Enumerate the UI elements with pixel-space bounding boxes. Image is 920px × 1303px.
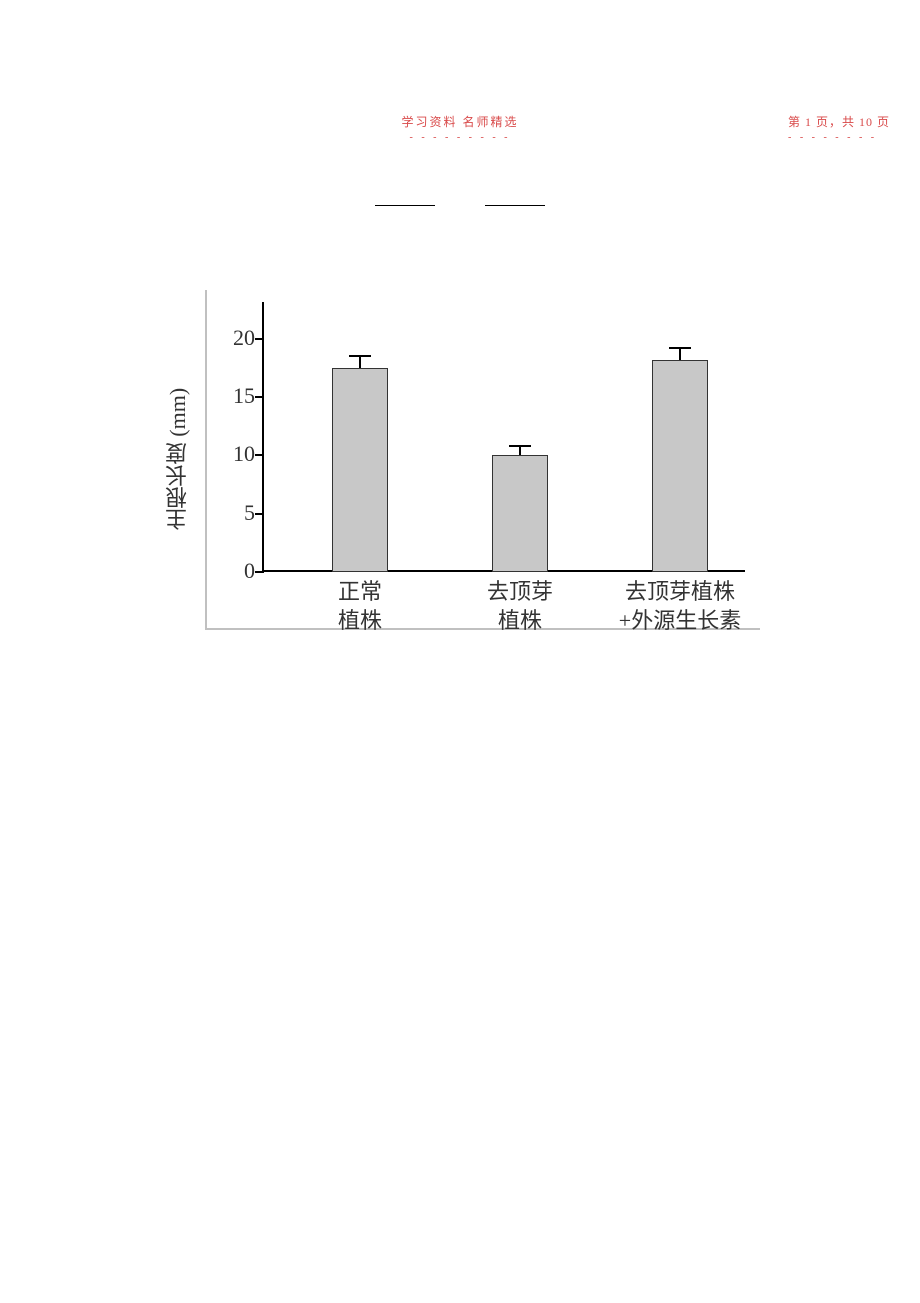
header-center-dashes: - - - - - - - - -	[401, 132, 518, 143]
y-tick	[255, 338, 264, 340]
y-tick-label: 10	[233, 441, 255, 467]
error-bar-cap	[509, 445, 531, 447]
header-right-dashes: - - - - - - - -	[788, 132, 890, 143]
chart-bar	[652, 360, 708, 572]
error-bar-line	[359, 356, 361, 368]
chart-bar	[492, 455, 548, 572]
y-axis-line	[262, 302, 264, 572]
y-tick	[255, 513, 264, 515]
bar-chart: 主根长度 (mm) 05101520正常植株去顶芽植株去顶芽植株+外源生长素	[205, 290, 760, 630]
y-tick-label: 0	[244, 558, 255, 584]
y-tick-label: 5	[244, 500, 255, 526]
header-title: 学习资料 名师精选	[401, 113, 518, 130]
underline-2	[485, 205, 545, 206]
x-tick-label: 去顶芽植株	[475, 578, 565, 635]
y-axis-label: 主根长度 (mm)	[162, 388, 194, 530]
blank-underlines	[375, 205, 545, 206]
y-tick	[255, 454, 264, 456]
error-bar-line	[679, 348, 681, 360]
chart-bar	[332, 368, 388, 572]
error-bar-cap	[349, 355, 371, 357]
x-tick-label: 去顶芽植株+外源生长素	[605, 578, 755, 635]
page-indicator: 第 1 页，共 10 页	[788, 113, 890, 130]
y-tick	[255, 571, 264, 573]
underline-1	[375, 205, 435, 206]
x-tick-label: 正常植株	[315, 578, 405, 635]
error-bar-cap	[669, 347, 691, 349]
chart-plot-area: 主根长度 (mm) 05101520正常植株去顶芽植株去顶芽植株+外源生长素	[207, 290, 760, 628]
header-page-number: 第 1 页，共 10 页 - - - - - - - -	[788, 113, 890, 143]
error-bar-line	[519, 446, 521, 455]
y-tick-label: 20	[233, 325, 255, 351]
y-tick	[255, 396, 264, 398]
y-tick-label: 15	[233, 383, 255, 409]
header-center-text: 学习资料 名师精选 - - - - - - - - -	[401, 113, 518, 143]
